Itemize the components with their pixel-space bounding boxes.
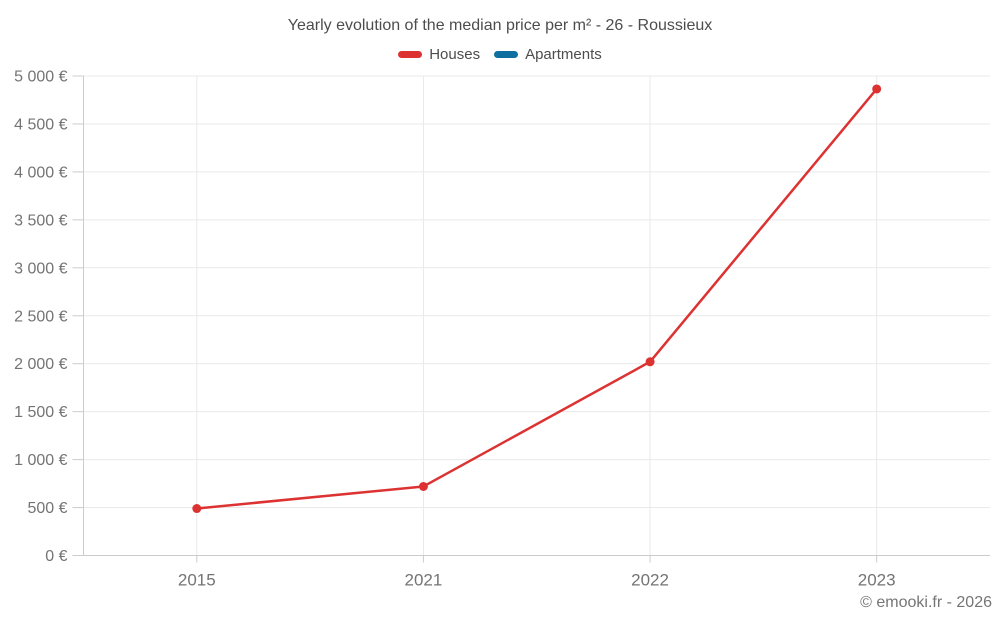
legend-swatch-apartments [494, 51, 519, 58]
legend-swatch-houses [398, 51, 423, 58]
data-point-houses[interactable] [418, 481, 428, 491]
y-tick-label: 2 000 € [14, 356, 67, 373]
x-tick-label: 2022 [631, 571, 669, 590]
y-tick-label: 2 500 € [14, 308, 67, 325]
copyright-text: © emooki.fr - 2026 [860, 594, 992, 611]
legend-label: Apartments [525, 46, 602, 63]
legend-item-houses[interactable]: Houses [398, 46, 480, 63]
y-tick-label: 1 000 € [14, 452, 67, 469]
y-tick-label: 3 000 € [14, 260, 67, 277]
y-tick-label: 4 500 € [14, 116, 67, 133]
chart-title: Yearly evolution of the median price per… [287, 17, 713, 34]
legend-item-apartments[interactable]: Apartments [494, 46, 602, 63]
y-tick-label: 0 € [45, 548, 67, 565]
x-tick-label: 2021 [405, 571, 443, 590]
x-tick-label: 2023 [858, 571, 896, 590]
x-tick-label: 2015 [178, 571, 216, 590]
chart-legend: Houses Apartments [0, 46, 1000, 63]
y-tick-label: 4 000 € [14, 164, 67, 181]
y-tick-label: 500 € [27, 500, 67, 517]
series-line-houses [196, 88, 878, 510]
y-tick-label: 5 000 € [14, 69, 67, 86]
data-point-houses[interactable] [872, 84, 882, 94]
y-tick-label: 1 500 € [14, 404, 67, 421]
y-tick-label: 3 500 € [14, 212, 67, 229]
legend-label: Houses [429, 46, 481, 63]
data-point-houses[interactable] [645, 357, 655, 367]
data-point-houses[interactable] [192, 504, 202, 514]
